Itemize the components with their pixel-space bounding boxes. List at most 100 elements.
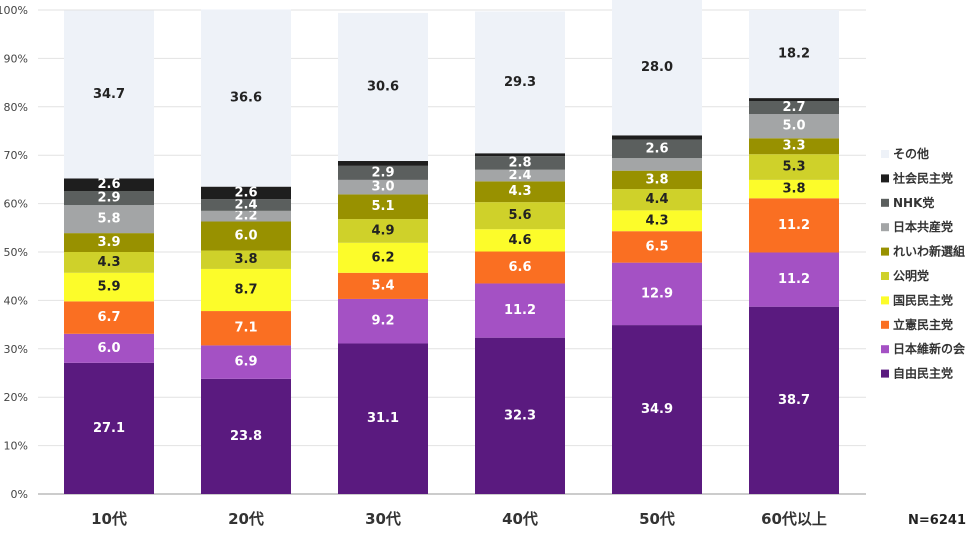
data-label: 6.5 [645, 239, 668, 254]
data-label: 5.8 [97, 212, 120, 227]
y-tick-label: 50% [4, 246, 28, 259]
legend-label: 自由民主党 [893, 366, 953, 381]
legend-item: れいわ新選組 [881, 244, 965, 259]
bar-segment [338, 179, 428, 195]
legend-item: 公明党 [881, 268, 929, 283]
x-tick-label: 20代 [228, 510, 264, 528]
bar-segment [475, 283, 565, 338]
legend-swatch [881, 223, 889, 232]
bar-segment [475, 229, 565, 252]
legend-label: 日本維新の会 [893, 341, 966, 356]
x-tick-label: 40代 [502, 510, 538, 528]
bar-stack: 27.1 6.0 6.7 5.9 4.3 3.9 5.8 2.92.6 34.7 [64, 10, 154, 494]
data-label: 4.3 [97, 255, 120, 270]
data-label: 4.4 [645, 192, 668, 207]
y-tick-label: 80% [4, 101, 28, 114]
bar-segment [338, 194, 428, 220]
bar-segment [338, 12, 428, 162]
data-label: 2.6 [645, 141, 668, 156]
legend-item: 自由民主党 [881, 366, 953, 381]
bar-segment [338, 298, 428, 344]
bar-segment [64, 191, 154, 206]
bar-segment [749, 114, 839, 139]
data-label: 29.3 [504, 75, 536, 90]
data-label: 3.3 [782, 139, 805, 154]
bar-segment [338, 219, 428, 243]
bar-segment [201, 199, 291, 211]
bar-segment [475, 337, 565, 494]
data-label: 18.2 [778, 47, 810, 62]
data-label: 2.6 [234, 185, 257, 200]
legend-label: 日本共産党 [893, 219, 953, 234]
data-label: 2.7 [782, 100, 805, 115]
bar-segment [612, 325, 702, 494]
bar-segment [612, 158, 702, 171]
bar-segment [64, 301, 154, 334]
legend-item: NHK党 [881, 195, 934, 210]
data-label: 3.8 [234, 252, 257, 267]
sample-size-note: N=6241 [908, 513, 966, 528]
data-label: 6.7 [97, 310, 120, 325]
y-tick-label: 10% [4, 440, 28, 453]
data-label: 38.7 [778, 393, 810, 408]
bar-segment [64, 178, 154, 192]
bar-segment [612, 0, 702, 136]
legend-swatch [881, 150, 889, 158]
legend-item: 国民民主党 [881, 292, 953, 307]
bar-segment [338, 161, 428, 166]
legend-item: 日本維新の会 [881, 341, 966, 356]
y-axis: 0% 10% 20% 30% 40% 50% 60% 70% 80% 90% 100% [0, 4, 28, 501]
data-label: 12.9 [641, 286, 673, 301]
data-label: 3.8 [782, 182, 805, 197]
bar-segment [475, 202, 565, 230]
bar-segment [201, 221, 291, 251]
bar-segment [475, 181, 565, 203]
bar-segment [749, 138, 839, 155]
bar-segment [338, 242, 428, 273]
data-label: 4.3 [645, 213, 668, 228]
y-tick-label: 60% [4, 198, 28, 211]
bar-segment [475, 11, 565, 154]
y-tick-label: 0% [11, 488, 28, 501]
bar-segment [612, 135, 702, 140]
bar-segment [612, 231, 702, 263]
gridlines [38, 9, 866, 495]
bar-segment [612, 139, 702, 159]
data-label: 5.6 [508, 208, 531, 223]
bar-segment [201, 250, 291, 269]
legend-label: NHK党 [893, 195, 934, 210]
legend-item: 日本共産党 [881, 219, 953, 234]
data-label: 31.1 [367, 411, 399, 426]
bar-segment [201, 378, 291, 494]
bar-stack: 31.1 9.2 5.4 6.2 4.9 5.1 3.02.9 30.6 [338, 12, 428, 494]
data-label: 11.2 [778, 218, 810, 233]
legend-swatch [881, 345, 889, 354]
bar-segment [64, 10, 154, 179]
data-label: 27.1 [93, 421, 125, 436]
data-label: 4.6 [508, 233, 531, 248]
data-label: 7.1 [234, 321, 257, 336]
data-label: 3.0 [371, 180, 394, 195]
data-label: 34.9 [641, 402, 673, 417]
data-label: 3.9 [97, 235, 120, 250]
bar-segment [64, 205, 154, 234]
bar-segment [475, 153, 565, 157]
data-label: 4.9 [371, 223, 394, 238]
data-label: 6.6 [508, 260, 531, 275]
bar-segment [64, 272, 154, 302]
data-label: 5.4 [371, 278, 394, 293]
bar-segment [201, 9, 291, 187]
legend-swatch [881, 272, 889, 280]
y-tick-label: 40% [4, 294, 28, 307]
data-label: 9.2 [371, 314, 394, 329]
legend-label: 社会民主党 [892, 170, 953, 185]
data-label: 3.8 [645, 172, 668, 187]
data-label: 4.3 [508, 184, 531, 199]
data-label: 6.9 [234, 355, 257, 370]
y-tick-label: 90% [4, 52, 28, 65]
legend-swatch [881, 174, 889, 183]
bar-segment [749, 179, 839, 199]
x-axis: 10代 20代 30代 40代 50代 60代以上 [91, 510, 827, 528]
bar-segment [201, 345, 291, 379]
bar-segment [338, 165, 428, 180]
